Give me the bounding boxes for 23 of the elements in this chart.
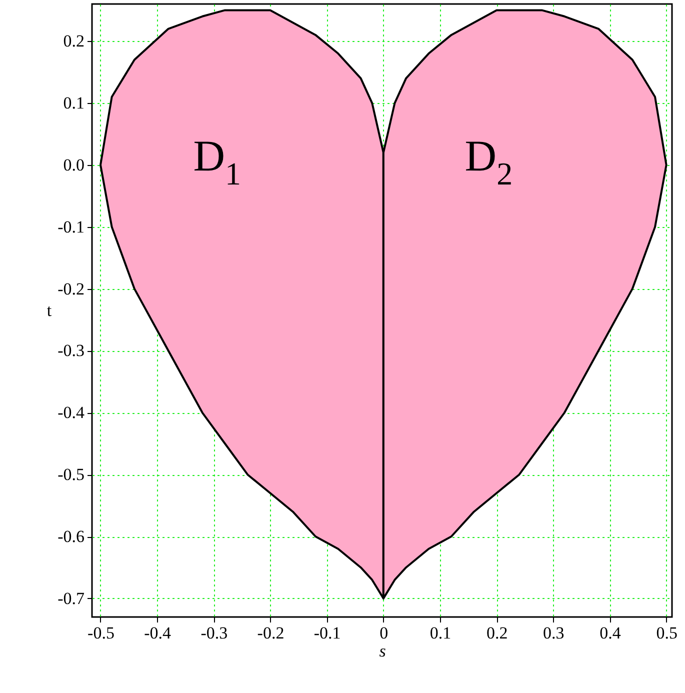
x-tick-label: 0 (380, 624, 388, 642)
x-axis-title: s (379, 642, 386, 660)
y-tick-label: -0.5 (58, 465, 84, 484)
x-tick-label: -0.1 (314, 624, 341, 642)
y-axis-title: t (46, 301, 52, 320)
y-tick-label: -0.2 (58, 279, 84, 298)
x-tick-label: -0.4 (144, 624, 172, 642)
y-tick-label: -0.4 (58, 403, 85, 422)
y-tick-label: -0.6 (58, 527, 84, 546)
x-tick-label: 0.3 (543, 624, 564, 642)
x-tick-label: -0.5 (88, 624, 114, 642)
y-tick-label: 0.2 (63, 32, 84, 51)
y-tick-label: -0.1 (58, 217, 84, 236)
y-tick-label: 0.0 (63, 155, 84, 174)
y-tick-label: -0.7 (58, 588, 85, 608)
y-tick-label: 0.1 (63, 94, 84, 113)
y-tick-label: -0.3 (58, 341, 84, 360)
x-tick-label: -0.3 (200, 624, 228, 642)
x-tick-label: 0.2 (486, 624, 508, 642)
x-tick-label: 0.1 (430, 624, 452, 642)
x-tick-label: 0.4 (600, 624, 622, 642)
x-tick-label: -0.2 (257, 624, 284, 642)
x-tick-label: 0.5 (656, 624, 678, 642)
